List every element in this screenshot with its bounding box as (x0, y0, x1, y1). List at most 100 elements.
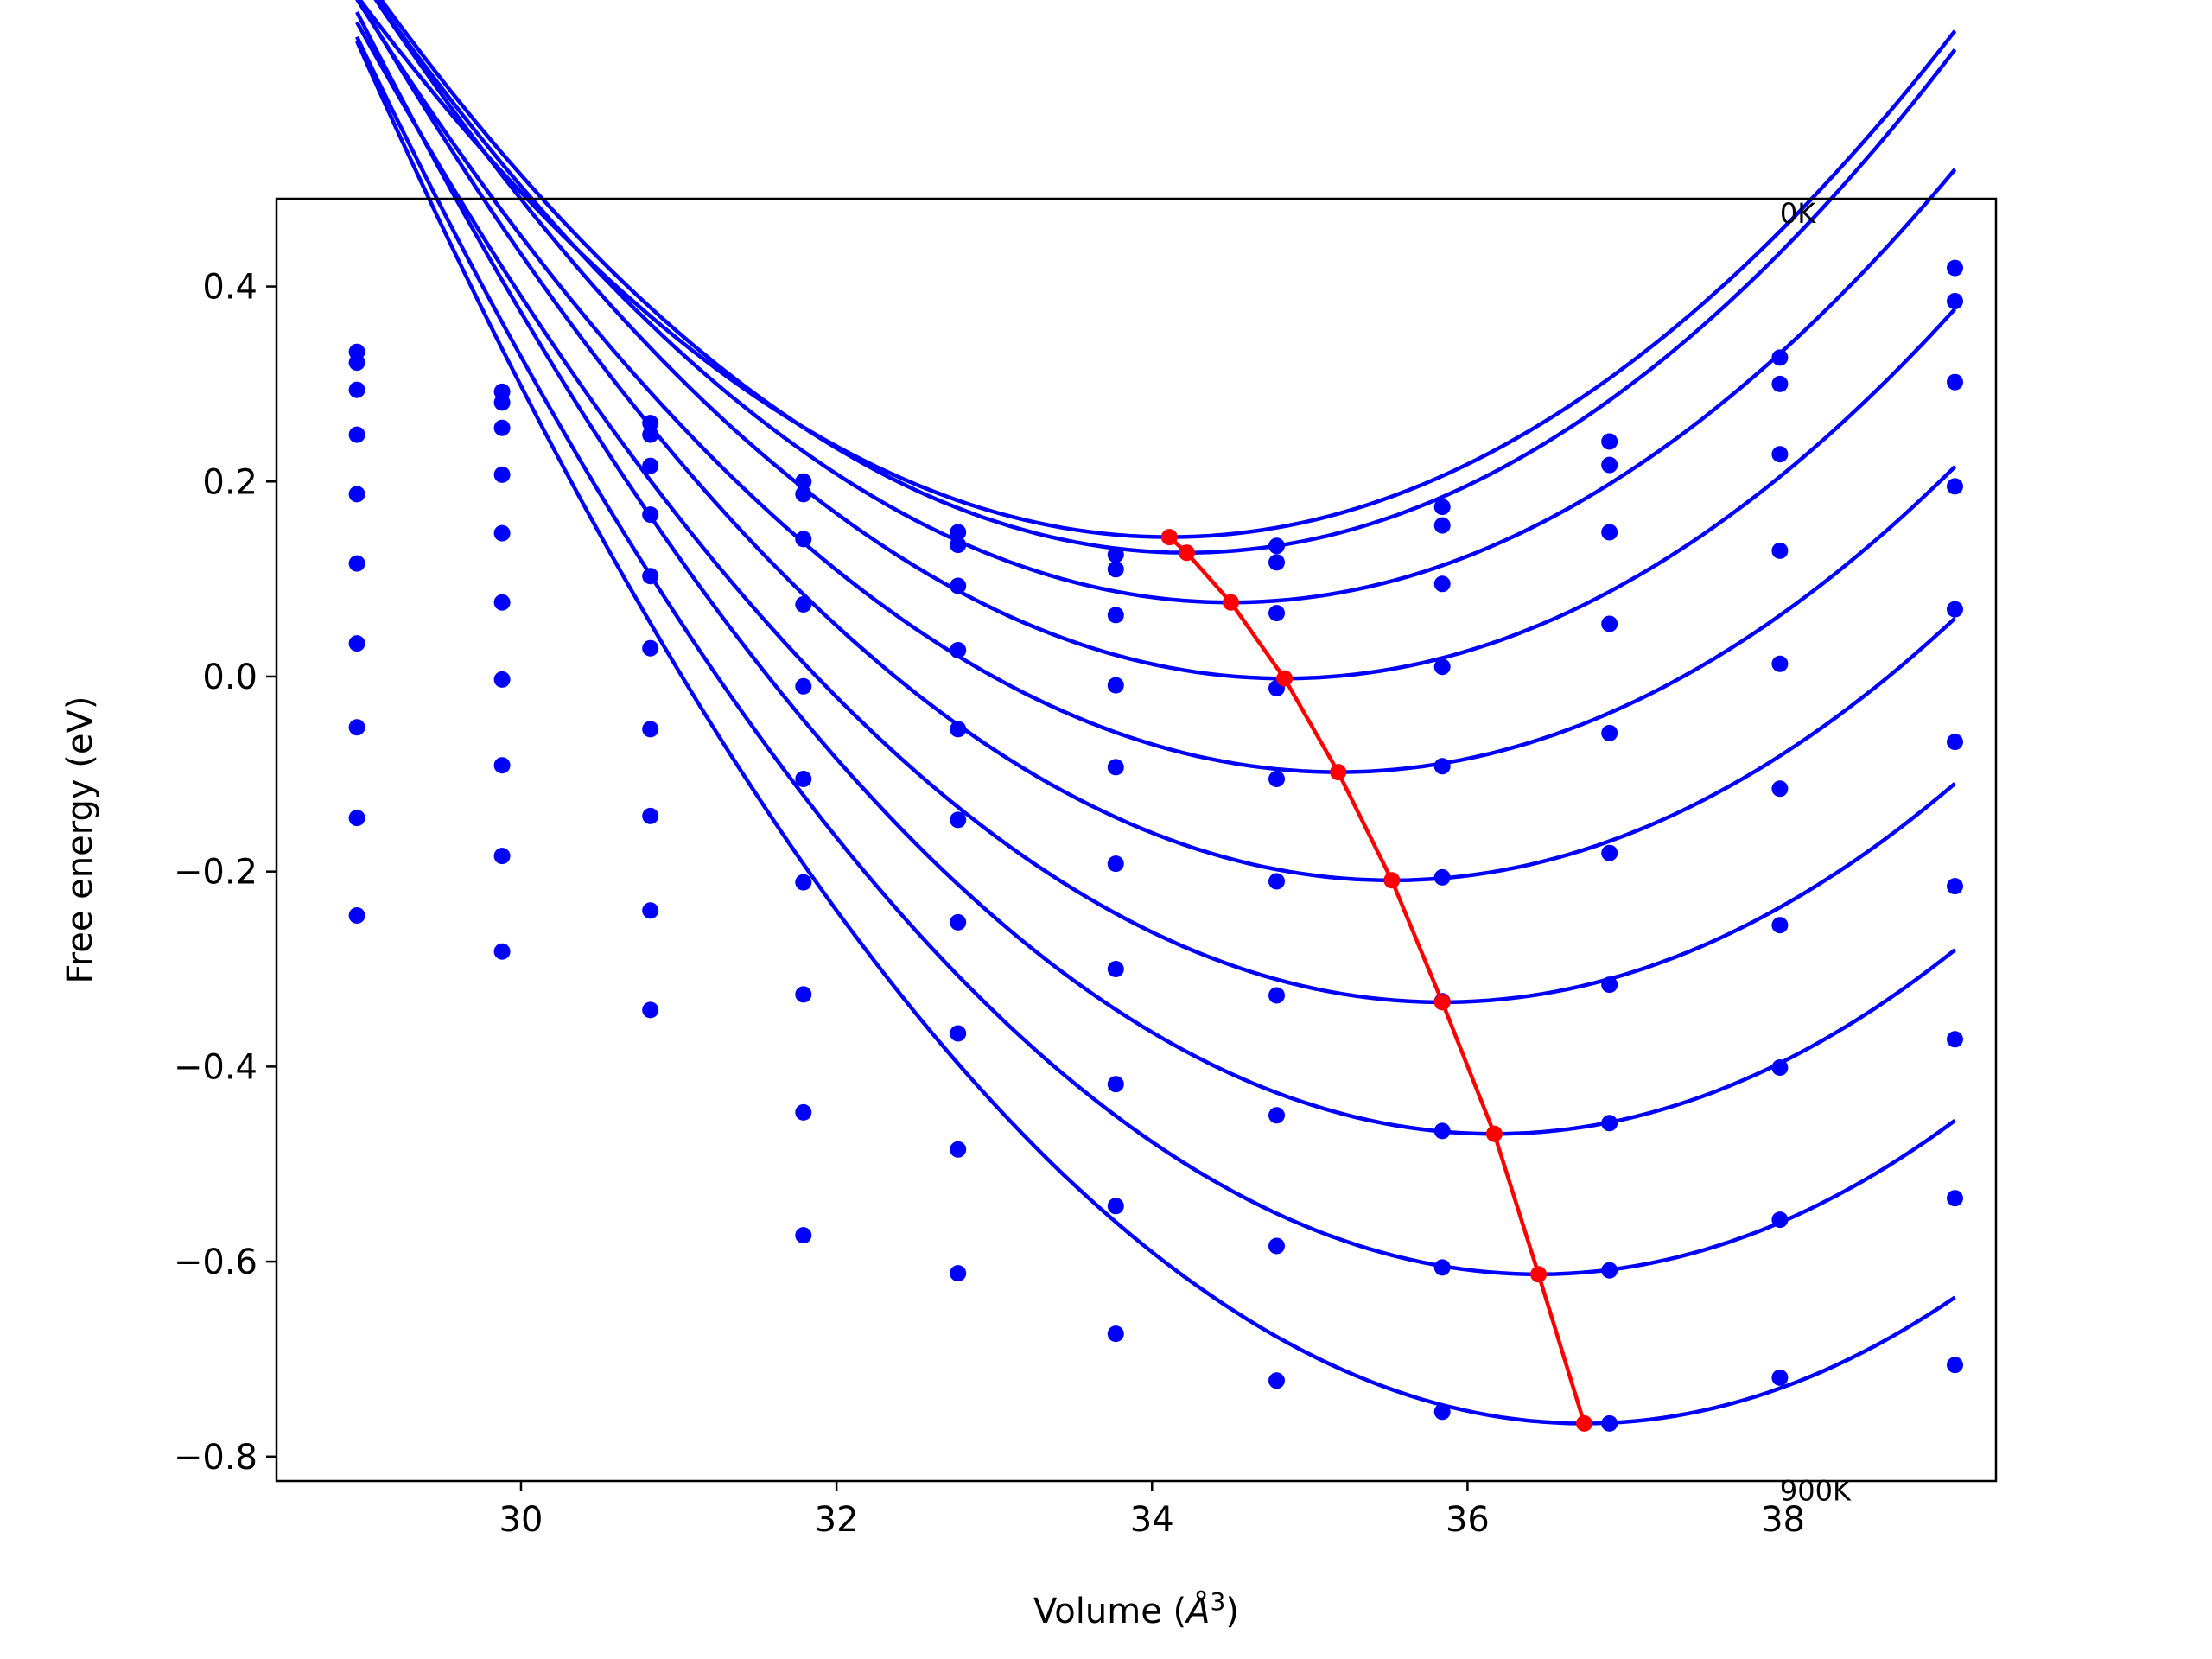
data-point-900K-5 (1107, 1325, 1124, 1343)
data-point-700K-4 (950, 1025, 967, 1042)
data-point-300K-9 (1771, 542, 1789, 559)
y-tick-label-0: −0.8 (174, 1438, 257, 1478)
data-point-200K-8 (1601, 524, 1618, 541)
data-point-300K-10 (1947, 478, 1963, 495)
fit-curve-0K (357, 0, 1957, 539)
data-point-100K-7 (1433, 517, 1451, 534)
minimum-point-6 (1433, 994, 1451, 1011)
data-point-500K-6 (1268, 873, 1285, 890)
minimum-point-4 (1330, 764, 1347, 781)
data-point-500K-9 (1771, 780, 1789, 798)
data-point-400K-0 (348, 486, 365, 503)
data-point-600K-9 (1771, 917, 1789, 934)
data-point-700K-2 (642, 807, 659, 824)
data-point-600K-1 (493, 671, 511, 688)
data-point-400K-5 (1107, 759, 1124, 776)
data-point-400K-8 (1601, 724, 1618, 741)
data-point-800K-6 (1268, 1237, 1285, 1255)
data-point-300K-7 (1433, 658, 1451, 676)
y-tick-label-5: 0.2 (202, 462, 257, 502)
data-point-700K-7 (1433, 1122, 1451, 1140)
minimum-point-7 (1485, 1125, 1503, 1142)
data-point-0K-5 (1107, 546, 1124, 563)
data-point-100K-5 (1107, 561, 1124, 578)
data-point-900K-3 (795, 1227, 812, 1244)
data-point-0K-9 (1771, 349, 1789, 366)
data-point-300K-2 (642, 506, 659, 524)
minimum-point-0 (1160, 529, 1178, 546)
minimum-point-9 (1576, 1414, 1592, 1432)
data-point-300K-4 (950, 642, 967, 658)
data-point-200K-6 (1268, 605, 1285, 622)
y-tick-label-3: −0.2 (174, 853, 257, 893)
data-point-300K-1 (493, 466, 511, 483)
data-point-800K-0 (348, 810, 365, 827)
data-point-400K-3 (795, 677, 812, 695)
data-point-100K-4 (950, 537, 967, 554)
data-point-500K-10 (1947, 734, 1963, 751)
y-tick-label-1: −0.6 (174, 1243, 257, 1282)
data-point-900K-8 (1601, 1414, 1618, 1432)
data-point-0K-7 (1433, 499, 1451, 516)
data-point-200K-4 (950, 577, 967, 594)
data-point-300K-5 (1107, 677, 1124, 694)
plot-area (348, 0, 1963, 1432)
minimum-point-8 (1530, 1266, 1548, 1283)
minima-line (1167, 535, 1586, 1425)
y-tick-label-6: 0.4 (202, 268, 257, 308)
data-point-500K-5 (1107, 855, 1124, 873)
data-point-500K-1 (493, 594, 511, 611)
data-point-900K-9 (1771, 1369, 1789, 1386)
data-point-800K-10 (1947, 1190, 1963, 1207)
fit-curve-600K (355, 21, 1956, 1005)
data-point-200K-0 (348, 381, 365, 398)
data-point-400K-10 (1947, 601, 1963, 618)
data-point-400K-4 (950, 721, 967, 738)
x-axis-label: Volume (Å3) (1033, 1587, 1239, 1631)
y-axis: −0.8 −0.6 −0.4 −0.2 0.0 0.2 0.4 (174, 268, 276, 1478)
y-axis-label: Free energy (eV) (60, 696, 100, 984)
data-point-400K-7 (1433, 758, 1451, 775)
data-point-200K-1 (493, 419, 511, 436)
data-point-100K-1 (493, 394, 511, 411)
data-point-700K-3 (795, 986, 812, 1003)
data-point-0K-10 (1947, 259, 1963, 276)
annotation-0k: 0K (1780, 197, 1816, 230)
data-point-800K-5 (1107, 1198, 1124, 1215)
x-tick-label-2: 34 (1130, 1500, 1174, 1540)
data-point-500K-0 (348, 555, 365, 572)
data-point-900K-6 (1268, 1372, 1285, 1389)
data-point-600K-8 (1601, 976, 1618, 994)
data-point-900K-1 (493, 943, 511, 960)
data-point-200K-2 (642, 457, 659, 474)
data-point-0K-3 (795, 473, 812, 490)
data-point-200K-5 (1107, 607, 1124, 624)
data-point-500K-2 (642, 639, 659, 657)
fit-curve-200K (374, 0, 1957, 605)
data-point-0K-4 (950, 524, 967, 541)
data-point-0K-6 (1268, 537, 1285, 555)
data-point-900K-2 (642, 1001, 659, 1019)
data-point-500K-4 (950, 811, 967, 829)
x-axis: 30 32 34 36 38 (499, 1481, 1805, 1540)
data-point-900K-10 (1947, 1357, 1963, 1374)
minimum-point-5 (1383, 872, 1401, 889)
data-point-300K-0 (348, 426, 365, 443)
fit-curve-300K (373, 0, 1957, 681)
data-point-400K-6 (1268, 771, 1285, 787)
data-point-900K-4 (950, 1265, 967, 1282)
data-point-500K-3 (795, 771, 812, 787)
data-point-700K-10 (1947, 1031, 1963, 1048)
data-point-600K-2 (642, 721, 659, 738)
fit-curve-800K (355, 35, 1956, 1276)
data-point-600K-10 (1947, 878, 1963, 895)
data-point-300K-8 (1601, 615, 1618, 632)
data-point-800K-1 (493, 848, 511, 865)
data-point-200K-7 (1433, 575, 1451, 593)
data-point-400K-9 (1771, 655, 1789, 672)
data-point-100K-8 (1601, 456, 1618, 474)
data-point-100K-10 (1947, 293, 1963, 309)
data-point-800K-9 (1771, 1211, 1789, 1229)
minimum-point-1 (1178, 544, 1195, 562)
data-point-600K-5 (1107, 961, 1124, 977)
